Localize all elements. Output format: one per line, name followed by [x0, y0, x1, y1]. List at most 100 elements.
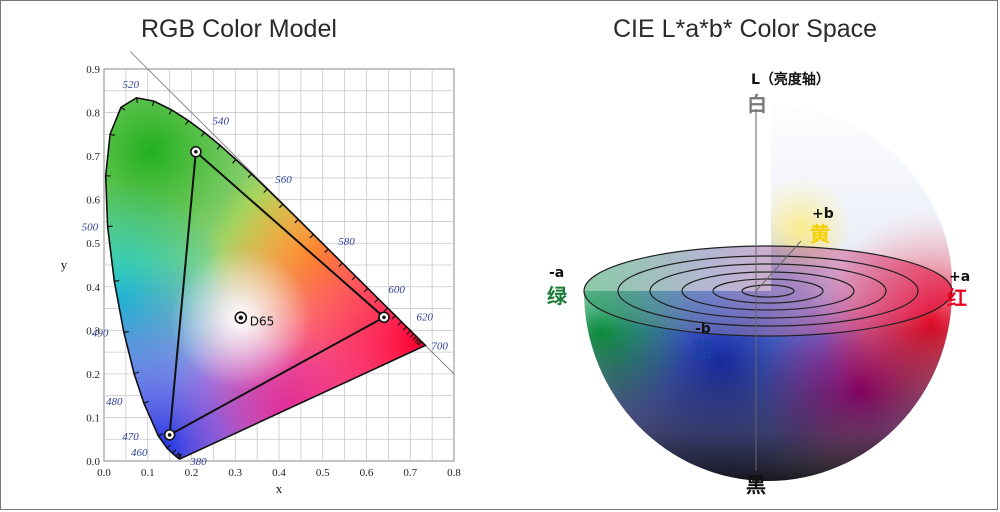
primary-point-dot	[382, 315, 386, 320]
locus-tick	[416, 339, 421, 345]
plus-b-sign: +b	[812, 206, 834, 222]
locus-tick	[123, 330, 129, 334]
locus-tick	[143, 400, 149, 404]
wavelength-labels: 380 460 470 480 490 500 520 540 560 580 600 620 700	[82, 79, 449, 468]
lab-ring	[712, 278, 824, 304]
locus-tick	[158, 433, 164, 437]
locus-tick	[374, 298, 379, 303]
wavelength-label-480: 480	[106, 396, 123, 408]
locus-tick	[383, 307, 389, 312]
locus-tick	[109, 133, 116, 136]
y-tick-label: 0.8	[86, 108, 100, 120]
x-tick-label: 0.6	[360, 467, 374, 479]
x-tick-label: 0.1	[141, 467, 155, 479]
wavelength-label-700: 700	[431, 340, 448, 352]
locus-tick	[172, 449, 177, 454]
locus-tick	[412, 336, 417, 341]
locus-tick	[409, 333, 415, 338]
locus-tick	[338, 262, 343, 268]
locus-tick	[185, 120, 189, 126]
primary-point-dot	[167, 433, 172, 437]
x-tick-label: 0.4	[272, 467, 286, 479]
lab-ring	[617, 255, 919, 327]
y-tick-label: 0.2	[86, 369, 100, 381]
locus-tick	[414, 338, 419, 343]
locus-ticks	[105, 97, 423, 460]
rgb-gamut-triangle	[168, 149, 386, 437]
lab-ring	[681, 271, 855, 311]
x-tick-label: 0.5	[316, 467, 330, 479]
minus-b-sign: -b	[695, 321, 711, 337]
lab-ring	[649, 263, 887, 319]
y-tick-label: 0.4	[86, 282, 100, 294]
y-tick-label: 0.5	[86, 238, 100, 250]
locus-tick	[402, 326, 407, 331]
black-label: 黑	[746, 473, 766, 497]
locus-tick	[133, 371, 140, 375]
d65-label: D65	[250, 315, 275, 329]
wavelength-label-620: 620	[417, 312, 434, 324]
lab-ring	[583, 245, 953, 337]
wavelength-label-460: 460	[131, 447, 148, 459]
x-tick-label: 0.2	[185, 467, 199, 479]
d65-point-dot	[238, 315, 244, 320]
locus-tick	[216, 145, 221, 150]
locus-tick	[391, 315, 396, 320]
x-tick-label: 0.0	[97, 467, 111, 479]
x-axis-label: x	[276, 481, 283, 496]
green-label: 绿	[547, 284, 568, 308]
wavelength-label-560: 560	[275, 174, 292, 186]
rgb-chart-title: RGB Color Model	[141, 15, 337, 43]
locus-tick	[200, 132, 205, 137]
locus-tick	[324, 248, 329, 254]
y-tick-label: 0.0	[86, 456, 100, 468]
wavelength-label-490: 490	[92, 328, 109, 340]
x-tick-label: 0.3	[228, 467, 242, 479]
locus-tick	[114, 279, 120, 282]
locus-tick	[397, 321, 402, 326]
lab-chart-title: CIE L*a*b* Color Space	[613, 15, 878, 43]
locus-tick	[309, 234, 314, 239]
y-tick-label: 0.9	[86, 64, 100, 76]
l-axis-label: L（亮度轴）	[751, 71, 830, 88]
lab-concentric-rings	[583, 245, 953, 337]
primary-point-dot	[194, 149, 198, 154]
locus-tick	[351, 275, 357, 281]
locus-tick	[177, 453, 182, 459]
plus-a-sign: +a	[949, 269, 970, 285]
locus-tick	[178, 454, 182, 460]
locus-tick	[263, 188, 268, 194]
wavelength-label-500: 500	[82, 221, 99, 233]
red-label: 红	[947, 286, 967, 310]
y-tick-label: 0.6	[86, 195, 100, 207]
locus-tick	[417, 341, 423, 346]
wavelength-label-520: 520	[123, 79, 140, 91]
yellow-label: 黄	[810, 222, 830, 246]
y-axis-label: y	[61, 257, 68, 272]
spectral-locus	[104, 96, 427, 460]
b-axis-line	[755, 240, 802, 292]
locus-tick	[278, 203, 284, 209]
white-label: 白	[747, 92, 767, 116]
d65-marker: D65	[234, 311, 275, 329]
locus-tick	[175, 452, 180, 457]
locus-tick	[363, 287, 369, 293]
minus-a-sign: -a	[549, 265, 564, 281]
lab-ring	[741, 284, 795, 298]
wavelength-label-470: 470	[122, 431, 139, 443]
primary-markers	[163, 145, 390, 441]
locus-tick	[247, 173, 253, 179]
blue-label: 蓝	[693, 338, 713, 362]
locus-tick	[294, 218, 299, 224]
y-tick-label: 0.1	[86, 412, 100, 424]
locus-tick	[151, 100, 155, 107]
wavelength-label-580: 580	[338, 236, 355, 248]
locus-tick	[406, 330, 411, 335]
lab-equator-plane	[584, 246, 952, 336]
y-tick-label: 0.3	[86, 325, 100, 337]
wavelength-label-600: 600	[388, 284, 405, 296]
y-tick-label: 0.7	[86, 151, 100, 163]
